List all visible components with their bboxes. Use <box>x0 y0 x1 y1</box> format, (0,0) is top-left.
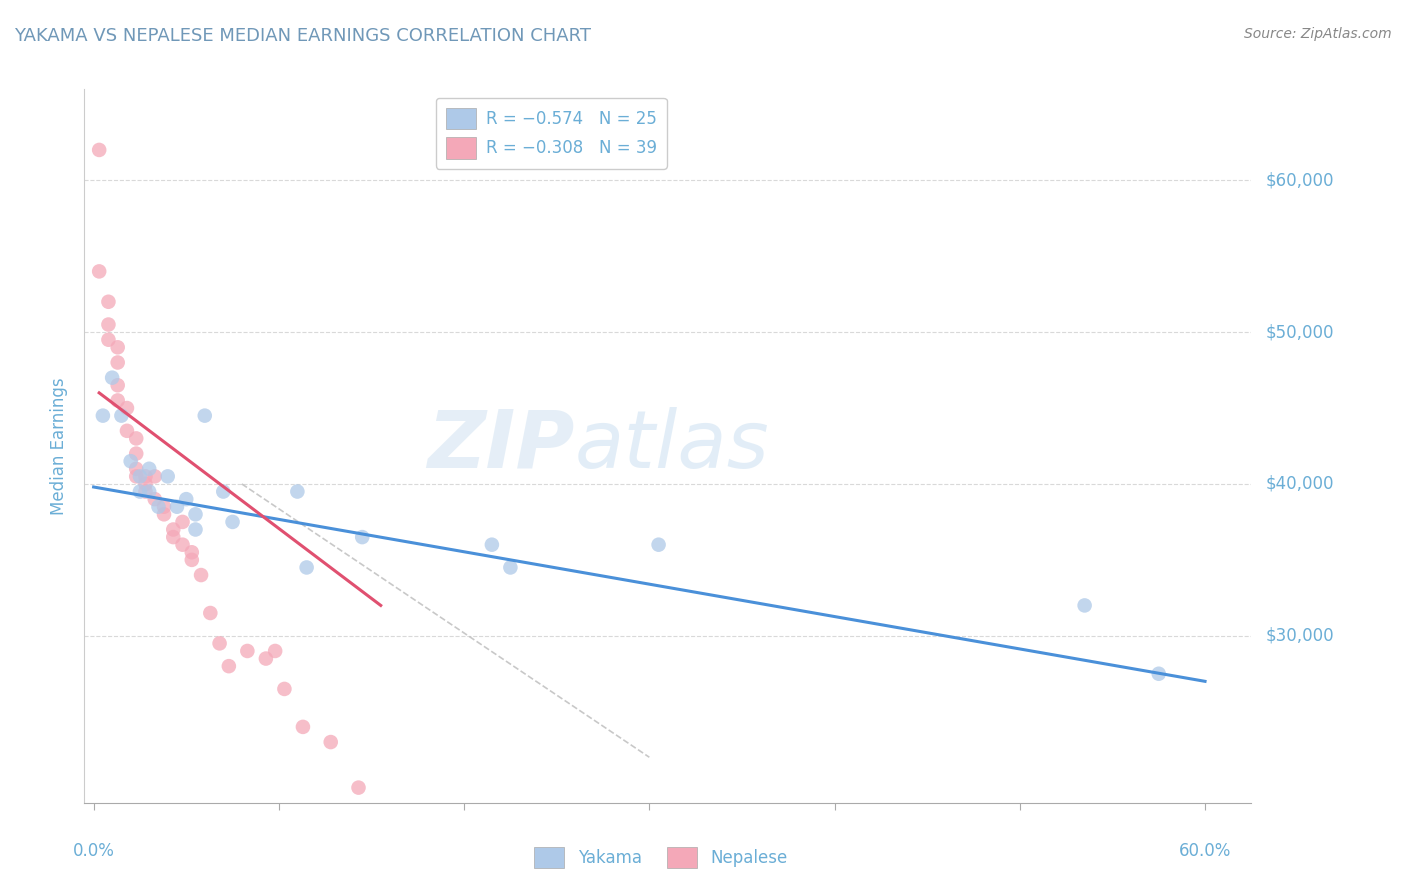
Point <box>115 424 138 438</box>
Point <box>101 370 124 384</box>
Point <box>499 560 522 574</box>
Y-axis label: Median Earnings: Median Earnings <box>51 377 69 515</box>
Point <box>174 492 197 507</box>
Point <box>254 651 277 665</box>
Point <box>194 409 217 423</box>
Point <box>180 553 202 567</box>
Text: $30,000: $30,000 <box>1265 627 1334 645</box>
Point <box>143 469 166 483</box>
Point <box>647 538 669 552</box>
Point <box>218 659 240 673</box>
Text: YAKAMA VS NEPALESE MEDIAN EARNINGS CORRELATION CHART: YAKAMA VS NEPALESE MEDIAN EARNINGS CORRE… <box>14 27 591 45</box>
Point <box>184 508 207 522</box>
Point <box>180 545 202 559</box>
Point <box>184 523 207 537</box>
Text: $40,000: $40,000 <box>1265 475 1334 493</box>
Legend: Yakama, Nepalese: Yakama, Nepalese <box>527 840 794 875</box>
Point <box>212 484 235 499</box>
Point <box>107 378 129 392</box>
Point <box>129 469 152 483</box>
Point <box>125 469 148 483</box>
Point <box>120 454 142 468</box>
Point <box>166 500 188 514</box>
Point <box>97 294 120 309</box>
Text: $50,000: $50,000 <box>1265 323 1334 341</box>
Point <box>138 462 160 476</box>
Legend: R = −0.574   N = 25, R = −0.308   N = 39: R = −0.574 N = 25, R = −0.308 N = 39 <box>436 97 666 169</box>
Text: 0.0%: 0.0% <box>73 842 114 860</box>
Text: Source: ZipAtlas.com: Source: ZipAtlas.com <box>1244 27 1392 41</box>
Point <box>107 355 129 369</box>
Point <box>1147 666 1170 681</box>
Point <box>352 530 374 544</box>
Point <box>236 644 259 658</box>
Text: ZIP: ZIP <box>427 407 575 485</box>
Point <box>1073 599 1095 613</box>
Point <box>291 720 314 734</box>
Point <box>153 508 176 522</box>
Point <box>97 333 120 347</box>
Point <box>138 484 160 499</box>
Point <box>89 143 111 157</box>
Point <box>129 484 152 499</box>
Point <box>89 264 111 278</box>
Point <box>221 515 243 529</box>
Point <box>125 462 148 476</box>
Point <box>134 469 156 483</box>
Point <box>273 681 295 696</box>
Point <box>134 484 156 499</box>
Point <box>115 401 138 415</box>
Point <box>319 735 342 749</box>
Point <box>481 538 503 552</box>
Point <box>162 530 184 544</box>
Point <box>264 644 287 658</box>
Point <box>162 523 184 537</box>
Point <box>347 780 370 795</box>
Point <box>287 484 309 499</box>
Point <box>208 636 231 650</box>
Point <box>91 409 114 423</box>
Point <box>153 500 176 514</box>
Point <box>172 515 194 529</box>
Text: 60.0%: 60.0% <box>1178 842 1232 860</box>
Point <box>107 393 129 408</box>
Point <box>172 538 194 552</box>
Point <box>295 560 318 574</box>
Point <box>134 477 156 491</box>
Point <box>156 469 179 483</box>
Point <box>190 568 212 582</box>
Text: atlas: atlas <box>575 407 769 485</box>
Point <box>125 431 148 445</box>
Point <box>107 340 129 354</box>
Point <box>143 492 166 507</box>
Point <box>125 447 148 461</box>
Point <box>110 409 132 423</box>
Point <box>148 500 170 514</box>
Point <box>97 318 120 332</box>
Point <box>200 606 222 620</box>
Text: $60,000: $60,000 <box>1265 171 1334 189</box>
